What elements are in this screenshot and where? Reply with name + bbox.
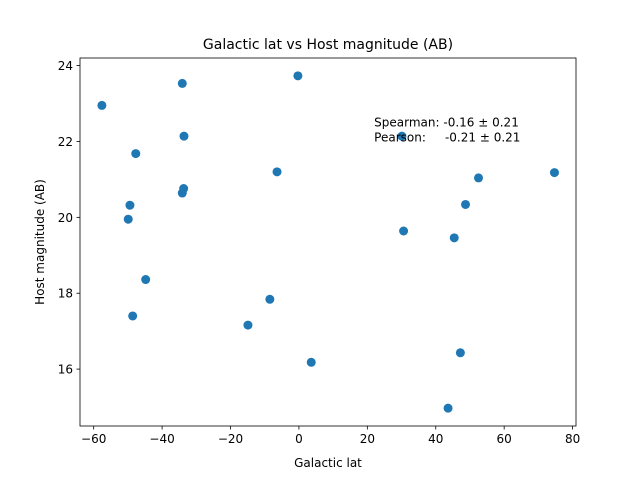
data-point-20 xyxy=(549,168,559,178)
data-point-10 xyxy=(293,71,303,81)
y-tick-label-0: 16 xyxy=(58,363,73,377)
data-point-7 xyxy=(179,131,189,141)
annotation-0: Spearman: -0.16 ± 0.21 xyxy=(374,115,519,129)
x-tick-label-5: 40 xyxy=(428,432,443,446)
x-tick-label-3: 0 xyxy=(295,432,303,446)
data-point-18 xyxy=(461,199,471,209)
data-point-15 xyxy=(397,131,407,141)
data-point-5 xyxy=(128,311,138,321)
data-point-19 xyxy=(474,173,484,183)
data-point-3 xyxy=(123,214,133,224)
x-tick-label-1: −40 xyxy=(149,432,174,446)
data-point-21 xyxy=(455,348,465,358)
y-tick-label-4: 24 xyxy=(58,59,73,73)
data-point-6 xyxy=(177,78,187,88)
data-point-13 xyxy=(243,320,253,330)
plot-frame xyxy=(79,57,577,427)
data-point-2 xyxy=(125,200,135,210)
x-tick-label-2: −20 xyxy=(218,432,243,446)
data-point-4 xyxy=(141,275,151,285)
y-tick-label-1: 18 xyxy=(58,287,73,301)
data-point-1 xyxy=(131,149,141,159)
data-point-11 xyxy=(272,167,282,177)
x-tick-label-4: 20 xyxy=(360,432,375,446)
data-point-0 xyxy=(97,100,107,110)
annotation-1: Pearson: -0.21 ± 0.21 xyxy=(374,130,520,144)
x-tick-label-0: −60 xyxy=(81,432,106,446)
y-axis-label: Host magnitude (AB) xyxy=(33,179,47,305)
data-point-12 xyxy=(265,294,275,304)
data-point-14 xyxy=(306,357,316,367)
data-point-9 xyxy=(177,188,187,198)
data-point-16 xyxy=(399,226,409,236)
axes: −60 −40 −20 0 20 40 60 80 16 18 20 22 24 xyxy=(58,57,580,446)
y-tick-label-2: 20 xyxy=(58,211,73,225)
data-points xyxy=(97,71,559,413)
data-point-22 xyxy=(443,403,453,413)
y-tick-label-3: 22 xyxy=(58,135,73,149)
x-tick-label-6: 60 xyxy=(497,432,512,446)
chart-title: Galactic lat vs Host magnitude (AB) xyxy=(203,37,453,53)
x-axis-label: Galactic lat xyxy=(294,456,362,470)
x-tick-label-7: 80 xyxy=(565,432,580,446)
data-point-17 xyxy=(449,233,459,243)
